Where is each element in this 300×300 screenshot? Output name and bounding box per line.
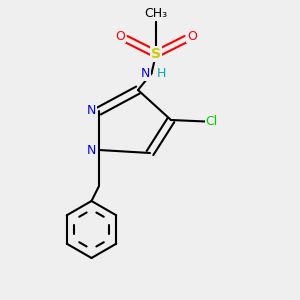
Text: O: O [187,29,197,43]
Text: CH₃: CH₃ [144,7,168,20]
Text: Cl: Cl [206,115,218,128]
Text: N: N [141,67,150,80]
Text: S: S [151,47,161,61]
Text: N: N [87,104,96,118]
Text: H: H [157,67,166,80]
Text: N: N [87,143,96,157]
Text: O: O [115,29,125,43]
